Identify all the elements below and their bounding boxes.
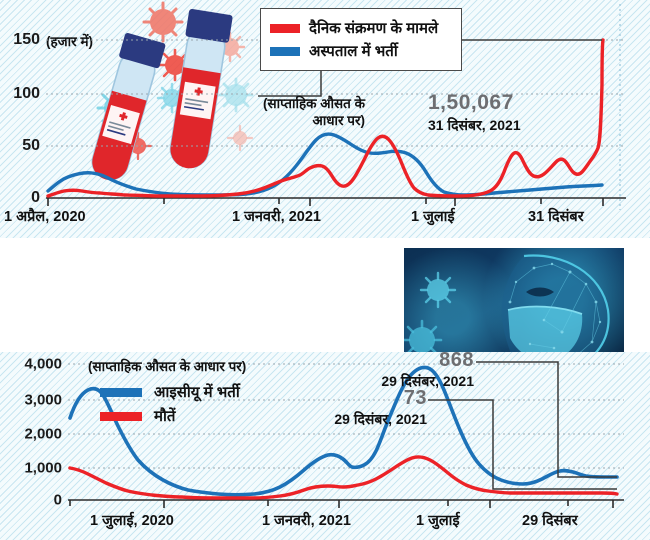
bottom-callout-deaths-date: 29 दिसंबर, 2021 bbox=[334, 411, 427, 427]
bottom-ytick-4000: 4,000 bbox=[24, 355, 62, 373]
legend-swatch-blue bbox=[270, 46, 300, 56]
bottom-xtick-3: 1 जुलाई bbox=[416, 513, 460, 529]
top-xtick-3: 1 जुलाई bbox=[411, 209, 455, 225]
legend-label-daily-cases: दैनिक संक्रमण के मामले bbox=[309, 20, 439, 37]
top-basis-note-line2: आधार पर) bbox=[312, 112, 365, 128]
bottom-callout-icu: 868 29 दिसंबर, 2021 bbox=[381, 350, 474, 389]
legend-swatch-blue bbox=[100, 387, 142, 397]
bottom-panel-background bbox=[0, 352, 650, 540]
top-chart-callout: 1,50,067 31 दिसंबर, 2021 bbox=[428, 92, 521, 133]
bottom-callout-deaths: 73 29 दिसंबर, 2021 bbox=[334, 388, 427, 427]
bottom-chart-legend: आइसीयू में भर्ती मौतें bbox=[100, 378, 240, 430]
legend-label-icu: आइसीयू में भर्ती bbox=[154, 384, 240, 401]
bottom-ytick-2000: 2,000 bbox=[24, 425, 62, 443]
bottom-callout-icu-value: 868 bbox=[439, 349, 474, 371]
bottom-series-icu bbox=[68, 365, 619, 497]
bottom-chart-plot bbox=[68, 358, 624, 508]
legend-label-hospitalised: अस्पताल में भर्ती bbox=[309, 43, 398, 60]
bottom-xtick-4: 29 दिसंबर bbox=[522, 513, 578, 529]
top-ytick-100: 100 bbox=[13, 85, 40, 102]
top-ytick-0: 0 bbox=[31, 189, 40, 206]
legend-swatch-red bbox=[270, 23, 300, 33]
top-ytick-50: 50 bbox=[22, 137, 40, 154]
bottom-basis-note: (साप्ताहिक औसत के आधार पर) bbox=[88, 359, 247, 374]
top-callout-date: 31 दिसंबर, 2021 bbox=[428, 117, 521, 133]
bottom-series-deaths bbox=[68, 455, 619, 500]
bottom-chart-panel: 4,000 3,000 2,000 1,000 0 bbox=[0, 350, 650, 540]
legend-item-icu: आइसीयू में भर्ती bbox=[100, 382, 240, 402]
test-tube-illustration bbox=[91, 0, 275, 181]
top-basis-note: (साप्ताहिक औसत के आधार पर) bbox=[255, 96, 365, 130]
bottom-ytick-1000: 1,000 bbox=[24, 459, 62, 477]
bottom-ytick-3000: 3,000 bbox=[24, 391, 62, 409]
bottom-callout-deaths-value: 73 bbox=[403, 387, 427, 409]
bottom-xtick-2: 1 जनवरी, 2021 bbox=[262, 513, 351, 529]
legend-label-deaths: मौतें bbox=[154, 408, 176, 425]
top-xtick-1: 1 अप्रैल, 2020 bbox=[4, 209, 86, 225]
top-series-daily-cases bbox=[46, 38, 605, 198]
bottom-callout-leader-icu bbox=[476, 361, 617, 478]
top-xtick-4: 31 दिसंबर bbox=[528, 209, 584, 225]
top-ytick-150: 150 bbox=[13, 31, 40, 48]
bottom-callout-icu-date: 29 दिसंबर, 2021 bbox=[381, 373, 474, 389]
top-callout-value: 1,50,067 bbox=[428, 91, 514, 114]
legend-item-hospitalised: अस्पताल में भर्ती bbox=[270, 41, 449, 61]
bottom-callout-leader-deaths bbox=[428, 399, 617, 490]
bottom-xtick-1: 1 जुलाई, 2020 bbox=[90, 513, 174, 529]
top-unit-note: (हजार में) bbox=[46, 34, 94, 49]
top-xtick-2: 1 जनवरी, 2021 bbox=[232, 209, 321, 225]
legend-item-daily-cases: दैनिक संक्रमण के मामले bbox=[270, 18, 449, 38]
legend-item-deaths: मौतें bbox=[100, 406, 240, 426]
legend-swatch-red bbox=[100, 411, 142, 421]
top-chart-panel: 150 100 50 0 (हजार में) bbox=[0, 0, 650, 238]
top-basis-note-line1: (साप्ताहिक औसत के bbox=[262, 96, 365, 111]
top-chart-legend: दैनिक संक्रमण के मामले अस्पताल में भर्ती bbox=[260, 8, 462, 71]
top-series-hospitalised bbox=[46, 132, 604, 197]
bottom-ytick-0: 0 bbox=[53, 491, 62, 509]
